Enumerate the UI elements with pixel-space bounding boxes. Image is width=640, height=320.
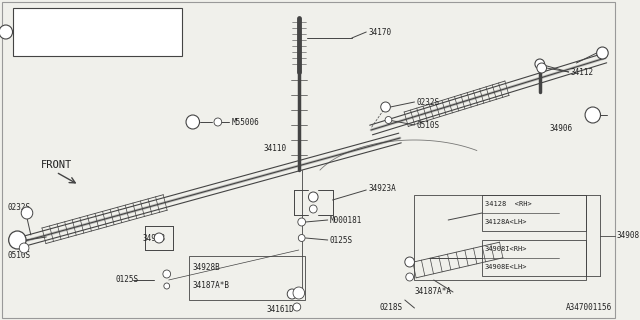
- Text: P200005  <05MY0409-     >: P200005 <05MY0409- >: [19, 41, 118, 47]
- Text: 34128  <RH>: 34128 <RH>: [485, 201, 532, 207]
- Circle shape: [596, 47, 608, 59]
- Circle shape: [298, 235, 305, 242]
- Text: 34908E<LH>: 34908E<LH>: [485, 264, 527, 270]
- Text: 34923A: 34923A: [368, 183, 396, 193]
- Text: 34928B: 34928B: [193, 263, 221, 273]
- Text: M55006: M55006: [231, 117, 259, 126]
- Circle shape: [381, 102, 390, 112]
- Text: M000181: M000181: [330, 215, 362, 225]
- Circle shape: [535, 59, 545, 69]
- Circle shape: [186, 115, 200, 129]
- Circle shape: [164, 283, 170, 289]
- Text: 34161D: 34161D: [267, 306, 295, 315]
- Circle shape: [19, 243, 29, 253]
- Text: 34187A*A: 34187A*A: [415, 287, 451, 297]
- Circle shape: [0, 25, 13, 39]
- Text: A347001156: A347001156: [566, 303, 612, 312]
- Text: 0510S: 0510S: [417, 121, 440, 130]
- Text: 0232S: 0232S: [8, 203, 31, 212]
- Text: 0232S: 0232S: [417, 98, 440, 107]
- Text: 34128A<LH>: 34128A<LH>: [485, 219, 527, 225]
- Text: 34908I<RH>: 34908I<RH>: [485, 246, 527, 252]
- Circle shape: [163, 270, 171, 278]
- Circle shape: [9, 231, 26, 249]
- Circle shape: [21, 207, 33, 219]
- Bar: [415, 195, 586, 280]
- Text: 0510S: 0510S: [8, 251, 31, 260]
- Text: 0218S: 0218S: [380, 303, 403, 313]
- Circle shape: [385, 116, 392, 124]
- Text: 1: 1: [191, 119, 195, 125]
- Circle shape: [537, 63, 547, 73]
- Text: 34923: 34923: [143, 234, 166, 243]
- Text: 0320S    <05MY-05MY0408>: 0320S <05MY-05MY0408>: [19, 17, 115, 23]
- Circle shape: [406, 273, 413, 281]
- Text: 0125S: 0125S: [330, 236, 353, 244]
- Circle shape: [293, 303, 301, 311]
- Bar: [482, 240, 586, 276]
- Text: 0125S: 0125S: [116, 276, 139, 284]
- Bar: [13, 8, 182, 56]
- Circle shape: [293, 287, 305, 299]
- Bar: [482, 195, 586, 231]
- Text: FRONT: FRONT: [40, 160, 72, 170]
- Circle shape: [287, 289, 297, 299]
- Circle shape: [585, 107, 600, 123]
- Circle shape: [308, 192, 318, 202]
- Text: 34908: 34908: [617, 231, 640, 240]
- Circle shape: [154, 233, 164, 243]
- Circle shape: [298, 218, 305, 226]
- Circle shape: [405, 257, 415, 267]
- Text: 1: 1: [4, 29, 8, 35]
- Text: 34187A*B: 34187A*B: [193, 282, 230, 291]
- Text: 34110: 34110: [263, 143, 286, 153]
- Circle shape: [214, 118, 221, 126]
- Text: 34112: 34112: [571, 68, 594, 76]
- Text: 34906: 34906: [549, 124, 573, 132]
- Bar: [189, 256, 305, 300]
- Text: 34170: 34170: [368, 28, 391, 36]
- Circle shape: [309, 205, 317, 213]
